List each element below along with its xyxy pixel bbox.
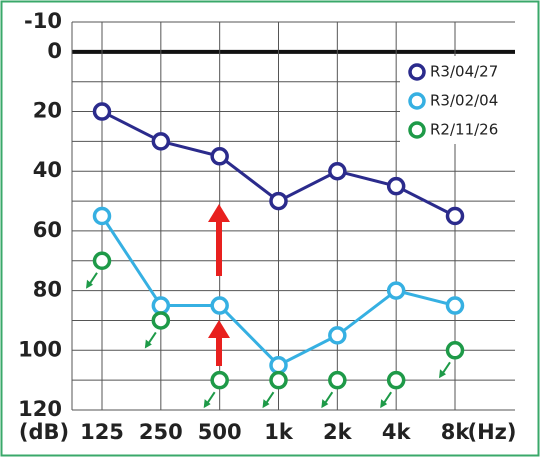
- data-point: [386, 281, 406, 300]
- data-point: [445, 341, 465, 360]
- no-response-arrow-head: [144, 339, 152, 349]
- y-tick-label: 120: [18, 397, 62, 421]
- data-point: [328, 326, 347, 345]
- y-tick-label: 40: [33, 158, 62, 182]
- x-tick-label: 8k: [441, 420, 471, 444]
- data-point: [386, 176, 406, 196]
- no-response-arrow-head: [86, 279, 93, 289]
- data-point: [328, 161, 347, 181]
- x-tick-label: 250: [139, 420, 183, 444]
- marks: [86, 102, 465, 409]
- legend-label: R2/11/26: [430, 121, 498, 139]
- red-arrow-head: [208, 204, 230, 222]
- data-point: [210, 147, 229, 166]
- y-tick-label: 80: [33, 278, 62, 302]
- data-point: [151, 296, 171, 315]
- data-point: [328, 370, 347, 390]
- x-tick-label: 2k: [323, 420, 353, 444]
- data-point: [386, 370, 406, 390]
- y-tick-label: 60: [33, 218, 62, 242]
- x-tick-label: 125: [80, 420, 124, 444]
- legend-label: R3/02/04: [430, 92, 498, 110]
- x-tick-label: 4k: [382, 420, 412, 444]
- no-response-arrow-head: [203, 399, 211, 409]
- x-tick-label: 1k: [264, 420, 294, 444]
- data-point: [92, 251, 112, 271]
- legend-marker: [408, 92, 426, 110]
- data-point: [445, 206, 465, 226]
- data-point: [92, 206, 112, 226]
- legend-marker: [408, 63, 426, 81]
- data-point: [151, 311, 171, 330]
- legend-marker: [408, 121, 426, 139]
- no-response-arrow-head: [380, 399, 388, 409]
- y-axis-label: (dB): [19, 420, 69, 444]
- no-response-arrow-head: [262, 399, 270, 409]
- y-tick-label: 20: [33, 99, 62, 123]
- data-point: [269, 191, 288, 211]
- data-point: [151, 132, 171, 151]
- data-point: [92, 102, 112, 121]
- no-response-arrow-head: [321, 399, 329, 409]
- legend-label: R3/04/27: [430, 63, 498, 81]
- data-point: [210, 296, 229, 315]
- x-tick-label: 500: [198, 420, 242, 444]
- y-tick-label: 100: [18, 337, 62, 361]
- no-response-arrow-head: [439, 369, 446, 379]
- data-point: [269, 370, 288, 390]
- y-tick-label: 0: [47, 39, 62, 63]
- x-axis-label: (Hz): [468, 420, 517, 444]
- data-point: [445, 296, 465, 315]
- red-arrow-head: [208, 320, 230, 338]
- y-tick-label: -10: [24, 9, 62, 33]
- data-point: [269, 355, 288, 375]
- data-point: [210, 370, 229, 390]
